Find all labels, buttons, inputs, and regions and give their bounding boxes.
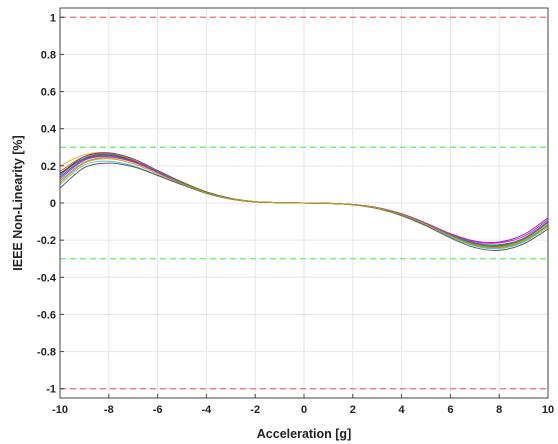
x-tick-label: 10 bbox=[542, 404, 554, 416]
y-tick-label: 0.2 bbox=[41, 161, 56, 173]
y-tick-label: 1 bbox=[50, 12, 56, 24]
x-tick-labels: -10 -8 -6 -4 -2 0 2 4 6 8 10 bbox=[52, 404, 554, 416]
x-tick-label: 2 bbox=[350, 404, 356, 416]
ticks bbox=[59, 16, 549, 398]
y-tick-label: -0.6 bbox=[37, 309, 56, 321]
y-tick-label: 0 bbox=[50, 198, 56, 210]
y-axis-label: IEEE Non-Linearity [%] bbox=[11, 135, 25, 270]
y-tick-label: 0.8 bbox=[41, 49, 56, 61]
x-tick-label: -4 bbox=[202, 404, 213, 416]
y-tick-label: 0.6 bbox=[41, 87, 56, 99]
x-tick-label: -6 bbox=[153, 404, 163, 416]
y-tick-labels: -1 -0.8 -0.6 -0.4 -0.2 0 0.2 0.4 0.6 0.8 1 bbox=[37, 12, 57, 395]
x-axis-label: Acceleration [g] bbox=[257, 427, 351, 441]
x-tick-label: -8 bbox=[104, 404, 114, 416]
y-tick-label: 0.4 bbox=[41, 124, 57, 136]
x-tick-label: -2 bbox=[250, 404, 260, 416]
y-tick-label: -0.2 bbox=[37, 235, 56, 247]
y-tick-label: -1 bbox=[46, 384, 56, 396]
series-group bbox=[59, 152, 549, 252]
y-tick-label: -0.4 bbox=[37, 272, 57, 284]
x-tick-label: 6 bbox=[447, 404, 453, 416]
y-tick-label: -0.8 bbox=[37, 347, 56, 359]
series-line-11 bbox=[59, 158, 549, 248]
x-tick-label: 0 bbox=[301, 404, 307, 416]
reference-lines bbox=[60, 16, 548, 390]
x-tick-label: -10 bbox=[52, 404, 68, 416]
x-tick-label: 4 bbox=[399, 404, 406, 416]
x-tick-label: 8 bbox=[496, 404, 502, 416]
